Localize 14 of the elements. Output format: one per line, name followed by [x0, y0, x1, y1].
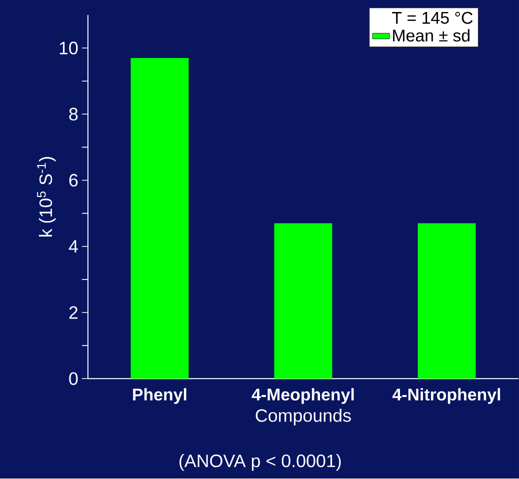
y-tick-label: 6 [69, 174, 78, 187]
y-tick-label: 8 [69, 108, 78, 121]
x-tick-label: 4-Meophenyl [252, 388, 354, 404]
x-axis-title: Compounds [256, 408, 351, 426]
y-tick-label: 4 [68, 240, 78, 253]
y-tick-label: 0 [69, 372, 78, 386]
legend-title: T = 145 °C [392, 12, 473, 24]
y-axis-title: k (10$^{5}$ S$^{-1}$) [37, 157, 56, 237]
y-tick-label: 10 [60, 42, 78, 55]
text: (ANOVA p < 0.0001) [180, 454, 341, 471]
x-tick-label: Phenyl [133, 388, 186, 404]
legend-label: Mean ± sd [393, 29, 470, 42]
x-tick-label: 4-Nitrophenyl [392, 388, 500, 404]
y-tick-label: 2 [69, 306, 78, 319]
